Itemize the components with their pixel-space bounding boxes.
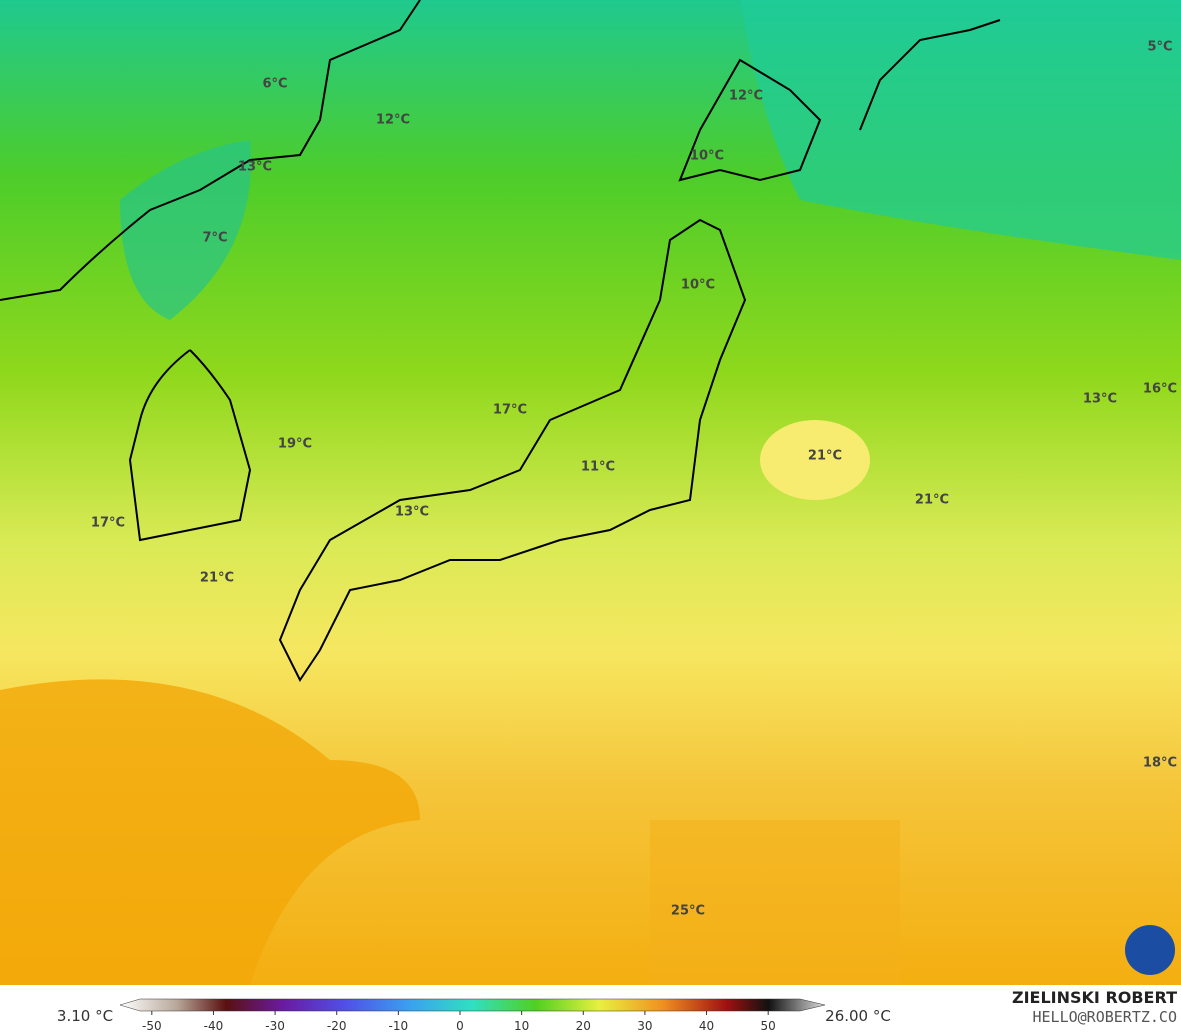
colorbar-tick-label: -40 [204, 1019, 224, 1033]
temperature-label: 12°C [376, 113, 410, 128]
contact: HELLO@ROBERTZ.CO [1033, 1008, 1178, 1026]
temperature-label: 25°C [671, 904, 705, 919]
temperature-label: 11°C [581, 460, 615, 475]
temperature-label: 17°C [493, 403, 527, 418]
colorbar-tick-label: 30 [637, 1019, 652, 1033]
colorbar-tick-label: -30 [265, 1019, 285, 1033]
noaa-logo [1125, 925, 1175, 975]
temperature-label: 7°C [202, 231, 227, 246]
colorbar-tick-label: 0 [456, 1019, 464, 1033]
warm-region [0, 679, 420, 985]
colorbar-tick-label: -50 [142, 1019, 162, 1033]
colorbar-tick-label: 50 [761, 1019, 776, 1033]
temperature-label: 13°C [395, 505, 429, 520]
temperature-label: 17°C [91, 516, 125, 531]
coastlines [0, 0, 1001, 682]
temperature-label: 6°C [262, 77, 287, 92]
colorbar-tick-label: -20 [327, 1019, 347, 1033]
colorbar-tick-label: 20 [576, 1019, 591, 1033]
min-label: 3.10 °C [57, 1007, 113, 1025]
temperature-label: 13°C [238, 160, 272, 175]
warm-eddy [760, 420, 870, 500]
max-label: 26.00 °C [825, 1007, 891, 1025]
temperature-label: 16°C [1143, 382, 1177, 397]
cold-region [740, 0, 1181, 260]
temperature-label: 18°C [1143, 756, 1177, 771]
colorbar-tick-label: -10 [389, 1019, 409, 1033]
temperature-label: 5°C [1147, 40, 1172, 55]
temperature-label: 10°C [690, 149, 724, 164]
temperature-label: 21°C [808, 449, 842, 464]
cold-region [120, 140, 251, 320]
temperature-label: 12°C [729, 89, 763, 104]
author: ZIELINSKI ROBERT [1012, 988, 1177, 1007]
temperature-label: 13°C [1083, 392, 1117, 407]
temperature-label: 10°C [681, 278, 715, 293]
colorbar [119, 998, 826, 1012]
warm-region [650, 820, 900, 985]
temperature-label: 21°C [915, 493, 949, 508]
temperature-label: 19°C [278, 437, 312, 452]
colorbar-tick-label: 40 [699, 1019, 714, 1033]
temperature-label: 21°C [200, 571, 234, 586]
colorbar-tick-label: 10 [514, 1019, 529, 1033]
